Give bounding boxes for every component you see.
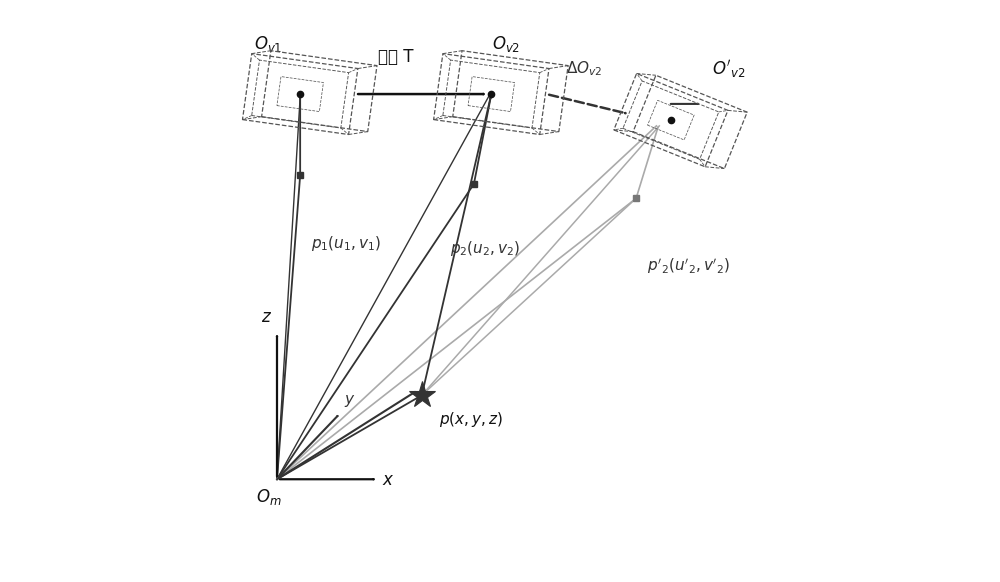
Text: $p_2(u_2,v_2)$: $p_2(u_2,v_2)$ <box>450 239 521 258</box>
Text: 平移 T: 平移 T <box>378 48 413 66</box>
Text: $O_{v1}$: $O_{v1}$ <box>254 34 282 54</box>
Text: $O_{v2}$: $O_{v2}$ <box>492 34 520 54</box>
Text: $p_1(u_1,v_1)$: $p_1(u_1,v_1)$ <box>311 233 382 253</box>
Text: $O'_{v2}$: $O'_{v2}$ <box>712 58 745 80</box>
Text: $x$: $x$ <box>382 471 394 489</box>
Text: $p'_2(u'_2,v'_2)$: $p'_2(u'_2,v'_2)$ <box>647 256 730 276</box>
Text: $O_m$: $O_m$ <box>256 487 281 508</box>
Text: $y$: $y$ <box>344 393 356 409</box>
Text: $\Delta O_{v2}$: $\Delta O_{v2}$ <box>566 60 602 79</box>
Text: $p(x,y,z)$: $p(x,y,z)$ <box>439 410 503 429</box>
Text: $z$: $z$ <box>261 308 272 326</box>
